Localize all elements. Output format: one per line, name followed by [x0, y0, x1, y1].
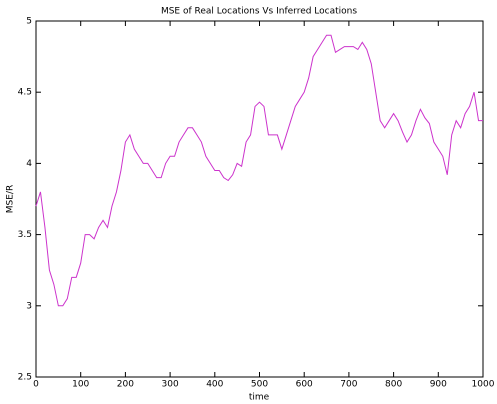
y-tick-label: 5: [26, 17, 32, 27]
x-tick-label: 900: [430, 380, 447, 390]
x-tick-label: 500: [251, 380, 268, 390]
x-tick-label: 300: [162, 380, 179, 390]
x-tick-label: 700: [340, 380, 357, 390]
data-line: [35, 34, 483, 307]
x-tick-label: 800: [385, 380, 402, 390]
x-axis-label: time: [249, 393, 270, 403]
y-axis-label: MSE/R: [6, 185, 16, 213]
x-tick-label: 0: [33, 380, 39, 390]
plot-frame: [35, 20, 484, 378]
y-tick-label: 4: [26, 159, 32, 169]
x-tick-label: 200: [117, 380, 134, 390]
x-tick-label: 1000: [472, 380, 495, 390]
y-tick-label: 4.5: [18, 88, 32, 98]
y-tick-label: 3: [26, 301, 32, 311]
y-tick-label: 3.5: [18, 230, 32, 240]
x-tick-label: 600: [296, 380, 313, 390]
chart-title: MSE of Real Locations Vs Inferred Locati…: [161, 7, 357, 17]
y-tick-label: 2.5: [18, 373, 32, 383]
x-tick-label: 400: [206, 380, 223, 390]
x-tick-label: 100: [72, 380, 89, 390]
